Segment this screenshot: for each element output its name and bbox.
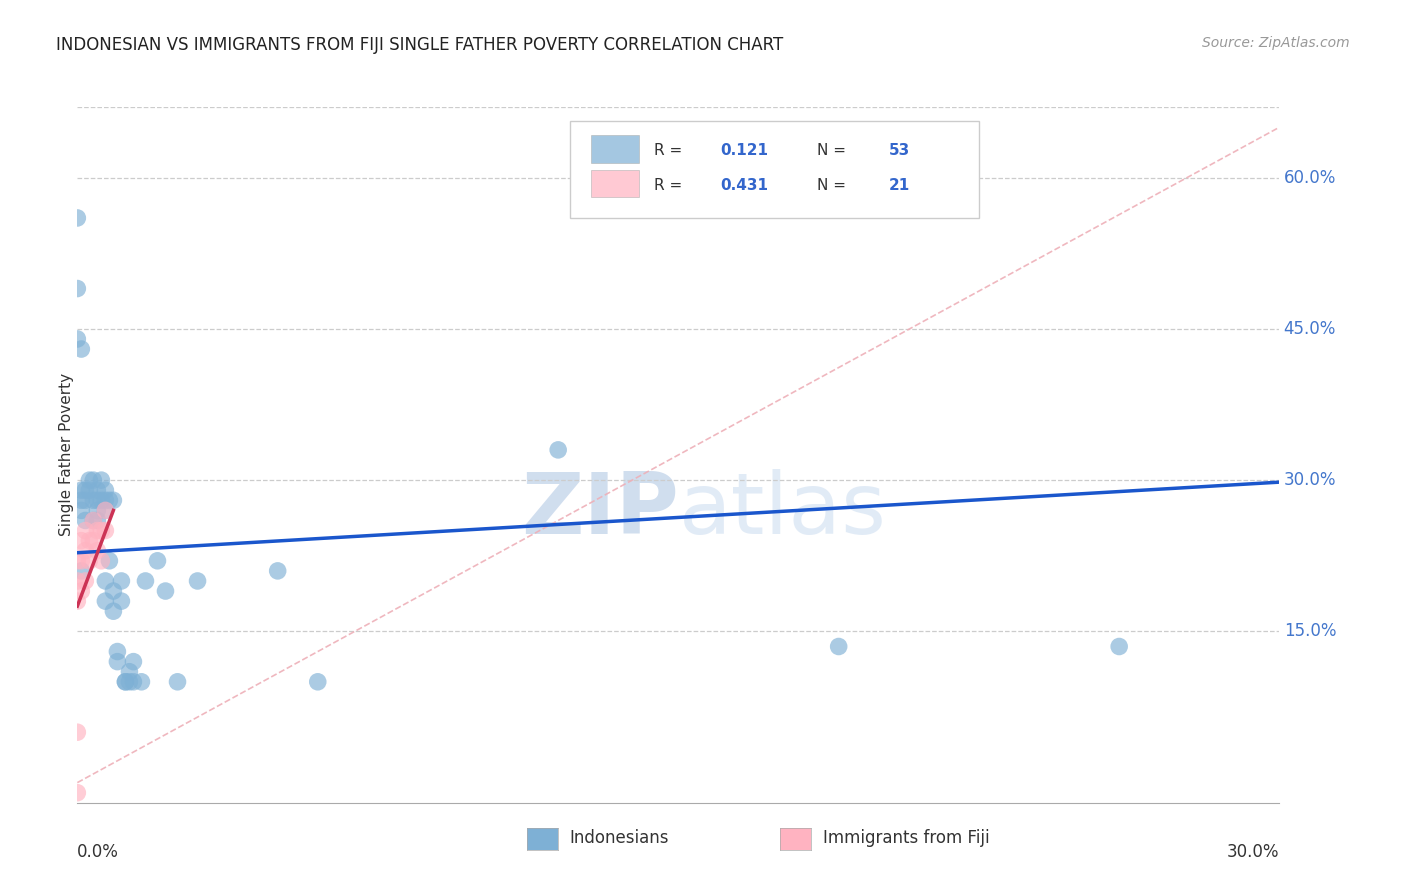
FancyBboxPatch shape [591,135,638,162]
Point [118,674,141,689]
Y-axis label: Single Father Poverty: Single Father Poverty [59,374,73,536]
Point [90,473,112,487]
Point [70,554,93,568]
Text: 30.0%: 30.0% [1284,471,1336,489]
Point [66,332,89,346]
Point [70,533,93,548]
Point [79,554,101,568]
Point [98,493,121,508]
Text: N =: N = [817,144,851,159]
Point [94,524,117,538]
Point [307,674,329,689]
Point [86,543,108,558]
Point [75,524,97,538]
Text: 53: 53 [889,144,910,159]
Point [70,342,93,356]
Point [82,513,104,527]
Point [118,665,141,679]
Point [86,483,108,498]
Point [90,524,112,538]
Point [86,524,108,538]
Point [110,594,132,608]
Point [166,674,188,689]
Point [94,493,117,508]
Text: 15.0%: 15.0% [1284,623,1336,640]
Point [70,493,93,508]
Point [70,564,93,578]
Point [75,574,97,588]
Point [66,554,89,568]
Text: 45.0%: 45.0% [1284,320,1336,338]
Point [186,574,209,588]
Point [66,786,89,800]
Point [82,533,104,548]
Text: 60.0%: 60.0% [1284,169,1336,186]
Point [66,574,89,588]
Point [547,442,569,457]
Text: 0.0%: 0.0% [77,843,120,861]
Text: Indonesians: Indonesians [569,830,669,847]
Point [155,584,177,599]
Point [122,655,145,669]
Point [66,211,89,225]
Point [75,483,97,498]
Point [114,674,136,689]
Point [70,503,93,517]
Point [146,554,169,568]
Text: ZIP: ZIP [520,469,679,552]
Point [94,483,117,498]
Point [107,655,129,669]
Point [94,503,117,517]
Point [122,674,145,689]
Point [94,594,117,608]
Point [86,513,108,527]
Text: R =: R = [654,178,688,194]
Point [134,574,156,588]
Text: atlas: atlas [679,469,886,552]
Point [94,503,117,517]
Point [82,513,104,527]
Point [267,564,290,578]
Point [103,493,125,508]
FancyBboxPatch shape [571,121,979,219]
Point [79,483,101,498]
Point [131,674,153,689]
Point [66,281,89,295]
Point [1108,640,1130,654]
Point [70,584,93,599]
Point [70,483,93,498]
Point [90,493,112,508]
Point [828,640,851,654]
Point [110,574,132,588]
Point [75,493,97,508]
Point [90,554,112,568]
Text: Immigrants from Fiji: Immigrants from Fiji [823,830,990,847]
Point [103,604,125,618]
FancyBboxPatch shape [591,169,638,197]
Point [82,473,104,487]
Text: N =: N = [817,178,851,194]
Point [94,574,117,588]
Point [66,725,89,739]
Text: INDONESIAN VS IMMIGRANTS FROM FIJI SINGLE FATHER POVERTY CORRELATION CHART: INDONESIAN VS IMMIGRANTS FROM FIJI SINGL… [56,36,783,54]
Point [82,493,104,508]
Point [79,533,101,548]
Text: 0.121: 0.121 [720,144,769,159]
Point [86,503,108,517]
Point [66,594,89,608]
Point [75,513,97,527]
Point [79,473,101,487]
Point [103,584,125,599]
Text: 0.431: 0.431 [720,178,769,194]
Text: 30.0%: 30.0% [1227,843,1279,861]
Text: 21: 21 [889,178,910,194]
Text: R =: R = [654,144,688,159]
Point [114,674,136,689]
Text: Source: ZipAtlas.com: Source: ZipAtlas.com [1202,36,1350,50]
Point [86,493,108,508]
Point [98,554,121,568]
Point [107,644,129,658]
Point [75,543,97,558]
